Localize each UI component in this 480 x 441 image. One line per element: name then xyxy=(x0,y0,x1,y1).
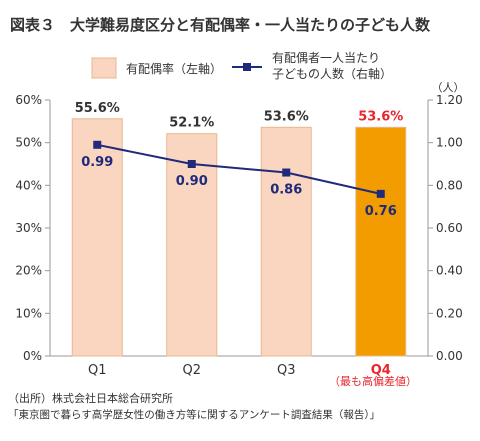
legend-swatch-marker xyxy=(243,63,251,71)
category-label: Q2 xyxy=(182,363,201,378)
left-tick-label: 60% xyxy=(15,93,42,107)
right-tick-label: 0.80 xyxy=(436,178,463,192)
category-note: （最も高偏差値） xyxy=(329,374,417,388)
category-label: Q1 xyxy=(88,363,107,378)
legend-label-bar: 有配偶率（左軸） xyxy=(126,61,222,76)
category-label: Q4 xyxy=(371,363,391,378)
left-tick-label: 20% xyxy=(15,264,42,278)
legend-label-line-1: 有配偶者一人当たり xyxy=(272,51,380,65)
line-point xyxy=(282,168,291,177)
left-tick-label: 10% xyxy=(15,306,42,320)
right-tick-label: 0.00 xyxy=(436,349,463,363)
line-point xyxy=(187,160,196,168)
right-tick-label: 1.20 xyxy=(436,93,463,107)
left-tick-label: 0% xyxy=(23,349,42,363)
line-value-label: 0.90 xyxy=(176,174,208,189)
source-line-1: （出所）株式会社日本総合研究所 xyxy=(8,391,173,405)
line-point xyxy=(376,189,385,198)
category-label: Q3 xyxy=(277,363,296,378)
bar-value-label: 55.6% xyxy=(75,101,120,116)
chart-title: 図表３ 大学難易度区分と有配偶率・一人当たりの子ども人数 xyxy=(10,16,431,34)
bar-value-label: 53.6% xyxy=(264,109,309,124)
line-value-label: 0.76 xyxy=(365,204,397,219)
right-tick-label: 0.60 xyxy=(436,221,463,235)
left-tick-label: 30% xyxy=(15,221,42,235)
right-axis-unit: （人） xyxy=(432,81,465,94)
bar-q3 xyxy=(260,126,312,357)
right-tick-label: 0.20 xyxy=(436,306,463,320)
legend-swatch-bar xyxy=(91,57,117,79)
line-value-label: 0.86 xyxy=(270,183,302,198)
legend-label-line-2: 子どもの人数（右軸） xyxy=(272,66,392,81)
bar-value-label: 52.1% xyxy=(169,116,214,131)
line-series-path xyxy=(97,143,381,195)
left-tick-label: 40% xyxy=(15,178,42,192)
line-value-label: 0.99 xyxy=(81,155,113,170)
right-tick-label: 1.00 xyxy=(436,136,463,150)
bar-q2 xyxy=(166,133,218,357)
line-point xyxy=(93,140,102,149)
bar-q1 xyxy=(71,118,123,357)
left-tick-label: 50% xyxy=(15,136,42,150)
source-line-2: 「東京圏で暮らす高学歴女性の働き方等に関するアンケート調査結果（報告）」 xyxy=(8,408,380,421)
right-tick-label: 0.40 xyxy=(436,264,463,278)
bar-q4 xyxy=(355,126,407,357)
bar-value-label: 53.6% xyxy=(358,109,403,124)
